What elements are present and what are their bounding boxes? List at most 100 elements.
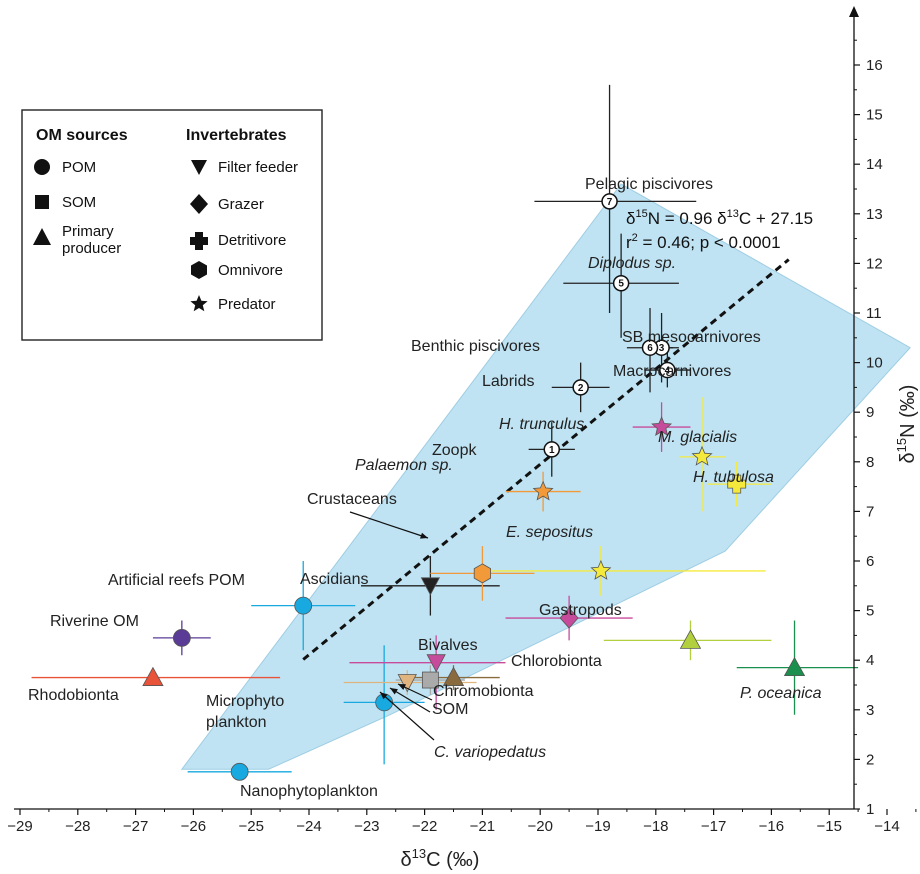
legend-om-title: OM sources (36, 127, 128, 144)
legend-inv-title: Invertebrates (186, 127, 287, 144)
diplodus-sp-marker (612, 274, 630, 292)
regression-dashed-line (302, 258, 790, 661)
pelagic-piscivores-label: Pelagic piscivores (585, 176, 713, 193)
y-tick-label: 8 (866, 454, 874, 471)
x-tick-label: −28 (65, 818, 90, 835)
labrids-marker (572, 379, 589, 396)
h-trunculus-label: H. trunculus (499, 416, 584, 433)
labrids-label: Labrids (482, 373, 534, 390)
legend-item-pom: POM (62, 159, 96, 176)
variopedatus-pointer-line-head (380, 692, 388, 700)
sb-mesocarnivores-label: SB mesocarnivores (622, 329, 761, 346)
legend-item-primary-producer: Primary producer (62, 223, 121, 257)
legend-triangle-icon (33, 228, 51, 245)
legend-triangle-down-icon (191, 160, 207, 175)
macrocarnivores-label: Macrocarnivores (613, 363, 731, 380)
convex-hull-polygon (180, 183, 911, 770)
p-oceanica-label: P. oceanica (740, 685, 822, 702)
chromobionta-label: Chromobionta (433, 683, 534, 700)
legend-item-filter-feeder: Filter feeder (218, 159, 298, 176)
legend-circle-icon (34, 159, 50, 175)
riverine-om-label: Riverine OM (50, 613, 139, 630)
y-tick-label: 12 (866, 255, 883, 272)
som-marker (421, 671, 439, 689)
nanophytoplankton-label: Nanophytoplankton (240, 783, 378, 800)
x-tick-label: −18 (643, 818, 668, 835)
zoopk-marker-number: 1 (549, 445, 555, 456)
y-axis-title: δ15N (‰) (894, 385, 919, 464)
pelagic-piscivores-marker (601, 193, 618, 210)
x-tick-label: −23 (354, 818, 379, 835)
som-pointer-line-head (390, 688, 398, 695)
legend-cross-icon (190, 232, 208, 250)
labrids-marker-number: 2 (578, 383, 584, 394)
chlorobionta-marker (679, 629, 702, 649)
y-tick-label: 3 (866, 702, 874, 719)
x-tick-label: −15 (816, 818, 841, 835)
y-axis-arrow-icon (849, 6, 859, 17)
zoopk-label: Zoopk (432, 442, 477, 459)
palaemon-sp-label: Palaemon sp. (355, 457, 453, 474)
x-axis-title: δ13C (‰) (401, 846, 480, 871)
legend-star-icon (190, 295, 208, 312)
x-tick-label: −19 (585, 818, 610, 835)
crustaceans-label: Crustaceans (307, 491, 397, 508)
x-tick-label: −25 (238, 818, 263, 835)
bivalves-label: Bivalves (418, 637, 478, 654)
x-tick-label: −29 (7, 818, 32, 835)
zoopk-marker (543, 441, 561, 458)
gastropods-marker (559, 607, 579, 629)
data-markers: 1 2 3 4 5 6 7 (142, 193, 806, 781)
axes: −29 −28 −27 −26 −25 −24 −23 −22 −21 −20 −19 −18 −17 −… (7, 6, 917, 835)
regression-equation: δ15N = 0.96 δ13C + 27.15 (626, 208, 813, 228)
legend-hexagon-icon (191, 261, 207, 279)
legend-item-detritivore: Detritivore (218, 232, 286, 249)
som-pointer-line (389, 687, 431, 713)
crustaceans-marker (473, 563, 492, 584)
macrocarnivores-marker (659, 361, 676, 379)
e-sepositus-marker (590, 559, 612, 580)
legend-item-omnivore: Omnivore (218, 262, 283, 279)
x-tick-label: −26 (181, 818, 206, 835)
benthic-piscivores-label: Benthic piscivores (411, 338, 540, 355)
legend-item-grazer: Grazer (218, 196, 264, 213)
ascidians-label: Ascidians (300, 571, 368, 588)
legend-item-predator: Predator (218, 296, 276, 313)
convex-hull-area (180, 183, 911, 770)
macrocarnivores-marker-number: 4 (665, 366, 671, 377)
legend-item-som: SOM (62, 194, 96, 211)
point-labels: Rhodobionta Riverine OM Artificial reefs P… (28, 176, 822, 800)
x-tick-label: −14 (874, 818, 899, 835)
pelagic-piscivores-marker-number: 7 (607, 197, 613, 208)
diplodus-sp-marker-number: 5 (618, 279, 624, 290)
chlorobionta-label: Chlorobionta (511, 653, 602, 670)
c-variopedatus-marker (397, 674, 417, 693)
legend-square-icon (35, 195, 49, 209)
x-tick-label: −16 (759, 818, 784, 835)
riverine-om-marker (172, 628, 191, 647)
x-tick-label: −24 (296, 818, 321, 835)
benthic-piscivores-marker-number: 6 (647, 343, 653, 354)
y-tick-label: 6 (866, 553, 874, 570)
x-tick-label: −21 (470, 818, 495, 835)
y-tick-label: 5 (866, 603, 874, 620)
variopedatus-pointer-line (379, 691, 435, 741)
nanophytoplankton-marker (230, 762, 249, 781)
rhodobionta-label: Rhodobionta (28, 687, 119, 704)
c-variopedatus-label: C. variopedatus (434, 744, 546, 761)
x-tick-label: −27 (123, 818, 148, 835)
p-oceanica-marker (783, 656, 806, 677)
h-tubulosa-marker (727, 474, 747, 494)
som-label: SOM (432, 701, 468, 718)
ascidians-marker (420, 577, 441, 596)
chromobionta-marker (442, 666, 465, 686)
y-tick-label: 13 (866, 206, 883, 223)
y-tick-label: 7 (866, 503, 874, 520)
benthic-piscivores-marker (641, 339, 659, 356)
palaemon-sp-marker (532, 480, 554, 501)
microphyto-plankton-label: Microphyto plankton (206, 693, 284, 731)
rhodobionta-marker (142, 666, 164, 686)
h-tubulosa-label: H. tubulosa (693, 469, 774, 486)
diplodus-sp-label: Diplodus sp. (588, 255, 676, 272)
